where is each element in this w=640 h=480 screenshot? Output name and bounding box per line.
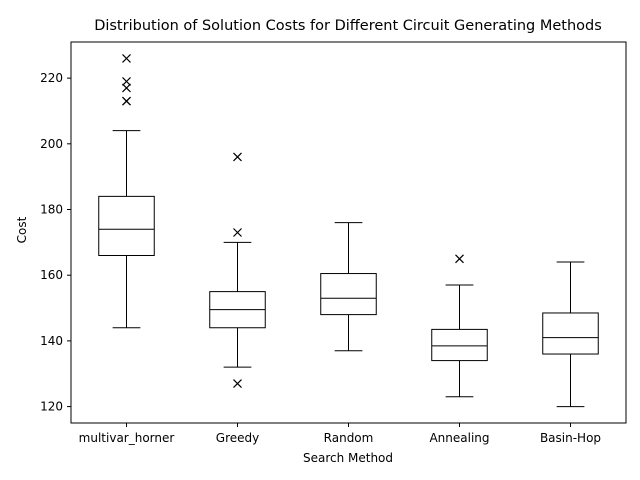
outlier-marker (122, 83, 131, 93)
iqr-box (98, 195, 155, 256)
y-tick-label: 120 (40, 400, 63, 414)
plot-frame (70, 41, 627, 424)
outlier-marker (233, 379, 242, 389)
x-axis-label: Search Method (303, 451, 393, 465)
x-tick-label: multivar_horner (79, 431, 175, 445)
x-tick-label: Basin-Hop (540, 431, 601, 445)
x-tick-label: Annealing (429, 431, 489, 445)
y-axis-label: Cost (15, 216, 29, 243)
outlier-marker (122, 53, 131, 63)
x-tick-label: Greedy (216, 431, 259, 445)
iqr-box (542, 312, 599, 355)
outlier-marker (455, 254, 464, 264)
y-tick-label: 160 (40, 268, 63, 282)
y-tick-label: 140 (40, 334, 63, 348)
outlier-marker (122, 96, 131, 106)
iqr-box (431, 328, 488, 362)
y-tick-label: 200 (40, 137, 63, 151)
iqr-box (320, 273, 377, 316)
x-tick-label: Random (324, 431, 374, 445)
outlier-marker (233, 228, 242, 237)
plot-area: 120 140 160 180 200 220 multivar_horner Greedy R… (40, 53, 601, 445)
y-tick-label: 180 (40, 203, 63, 217)
y-tick-label: 220 (40, 71, 63, 85)
chart-title: Distribution of Solution Costs for Diffe… (94, 18, 602, 34)
outlier-marker (233, 152, 242, 162)
outlier-marker (122, 76, 131, 86)
